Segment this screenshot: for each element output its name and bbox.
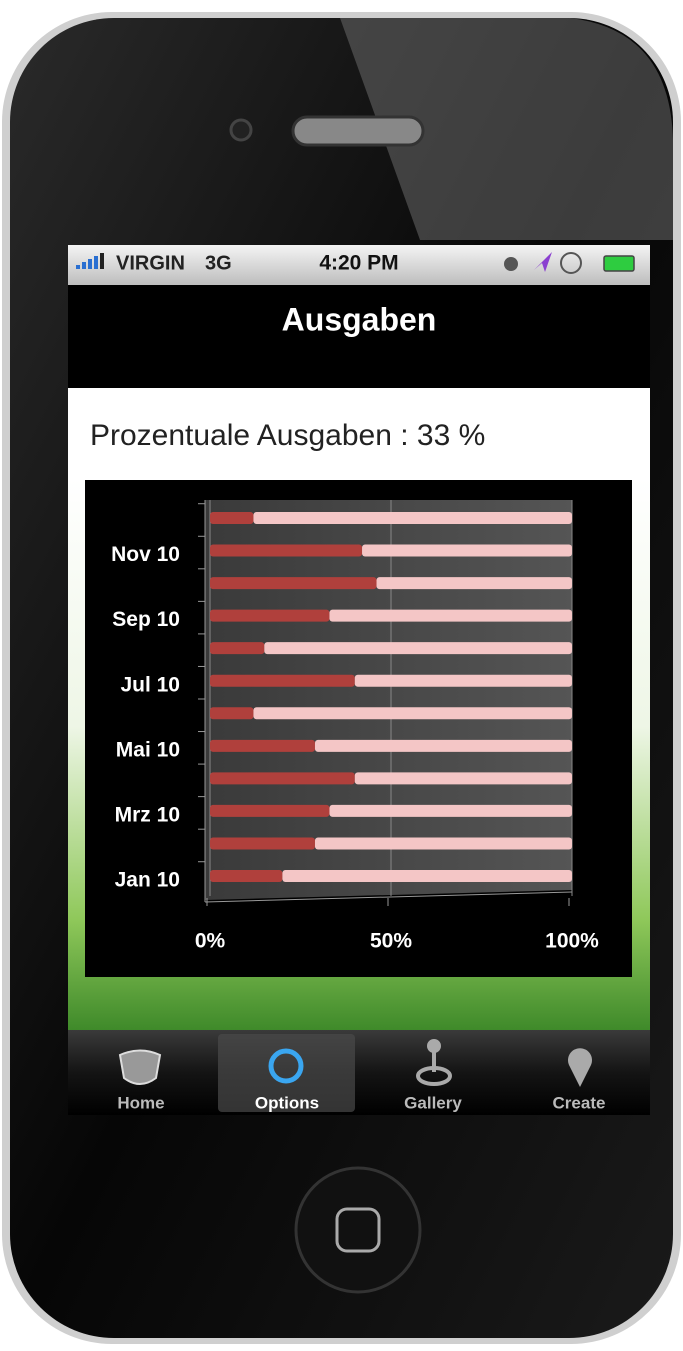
home-button[interactable] bbox=[296, 1168, 420, 1292]
y-tick-label: Mrz 10 bbox=[115, 803, 180, 826]
bar-segment bbox=[210, 577, 377, 589]
bar-segment bbox=[210, 545, 362, 557]
bar-segment bbox=[210, 512, 253, 524]
alarm-icon bbox=[504, 257, 518, 271]
bar-segment bbox=[377, 577, 572, 589]
carrier: VIRGIN bbox=[116, 252, 185, 274]
x-tick-label: 100% bbox=[545, 930, 599, 953]
bar-segment bbox=[210, 772, 355, 784]
tab-label[interactable]: Options bbox=[255, 1093, 319, 1112]
nav-title: Ausgaben bbox=[282, 301, 437, 337]
tab-label[interactable]: Home bbox=[117, 1093, 164, 1112]
bar-segment bbox=[264, 642, 572, 654]
y-tick-label: Nov 10 bbox=[111, 543, 180, 566]
battery-icon bbox=[604, 256, 634, 271]
bar-segment bbox=[210, 707, 253, 719]
y-tick-label: Jul 10 bbox=[120, 673, 180, 696]
bar-segment bbox=[210, 870, 282, 882]
bar-segment bbox=[315, 837, 572, 849]
speaker bbox=[293, 117, 423, 145]
bar-segment bbox=[329, 610, 572, 622]
bar-segment bbox=[362, 545, 572, 557]
bar-segment bbox=[210, 675, 355, 687]
y-tick-label: Jan 10 bbox=[115, 869, 180, 892]
bar-segment bbox=[315, 740, 572, 752]
bar-segment bbox=[210, 805, 329, 817]
bar-segment bbox=[355, 675, 572, 687]
x-tick-label: 50% bbox=[370, 930, 412, 953]
tab-label[interactable]: Create bbox=[553, 1093, 606, 1112]
summary-text: Prozentuale Ausgaben : 33 % bbox=[90, 419, 485, 452]
bar-segment bbox=[355, 772, 572, 784]
clock: 4:20 PM bbox=[319, 252, 398, 275]
bar-segment bbox=[253, 707, 572, 719]
tab-label[interactable]: Gallery bbox=[404, 1093, 462, 1112]
home-icon bbox=[120, 1051, 160, 1085]
bar-segment bbox=[210, 610, 329, 622]
camera bbox=[231, 120, 251, 140]
bar-segment bbox=[253, 512, 572, 524]
bar-segment bbox=[210, 740, 315, 752]
network: 3G bbox=[205, 252, 232, 274]
y-tick-label: Mai 10 bbox=[116, 738, 180, 761]
x-tick-label: 0% bbox=[195, 930, 226, 953]
bar-segment bbox=[282, 870, 572, 882]
bar-segment bbox=[210, 837, 315, 849]
y-tick-label: Sep 10 bbox=[112, 608, 180, 631]
bar-segment bbox=[210, 642, 264, 654]
phone-screenshot: VIRGIN 3G 4:20 PM Ausgaben Prozentuale A… bbox=[0, 0, 683, 1346]
chart: 0% 50% 100% Jan 10 Mrz 10 Mai 10 Jul 10 Sep 10 N… bbox=[85, 480, 632, 977]
bar-segment bbox=[329, 805, 572, 817]
